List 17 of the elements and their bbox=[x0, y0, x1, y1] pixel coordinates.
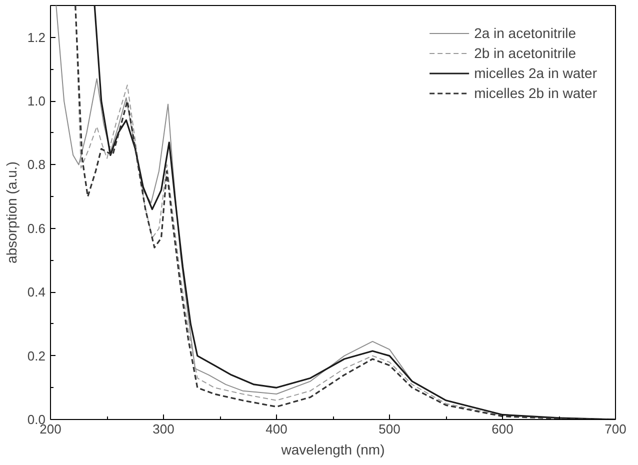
x-tick-label: 600 bbox=[492, 422, 514, 436]
y-axis-title: absorption (a.u.) bbox=[3, 162, 20, 264]
y-tick-label: 1.0 bbox=[27, 94, 46, 109]
y-tick-label: 1.2 bbox=[27, 30, 46, 45]
x-axis-title: wavelength (nm) bbox=[280, 442, 385, 458]
legend-label: micelles 2a in water bbox=[474, 65, 597, 81]
legend-label: 2b in acetonitrile bbox=[474, 45, 576, 61]
y-tick-label: 0.8 bbox=[27, 157, 46, 172]
x-tick-label: 400 bbox=[266, 422, 288, 436]
x-tick-label: 700 bbox=[604, 422, 626, 436]
x-tick-label: 300 bbox=[152, 422, 174, 436]
y-tick-label: 0.2 bbox=[27, 348, 46, 364]
x-tick-label: 500 bbox=[378, 422, 400, 436]
legend-label: micelles 2b in water bbox=[474, 85, 597, 101]
legend-label: 2a in acetonitrile bbox=[474, 25, 576, 41]
y-tick-label: 0.6 bbox=[27, 220, 46, 236]
y-tick-label: 0.4 bbox=[27, 284, 46, 300]
